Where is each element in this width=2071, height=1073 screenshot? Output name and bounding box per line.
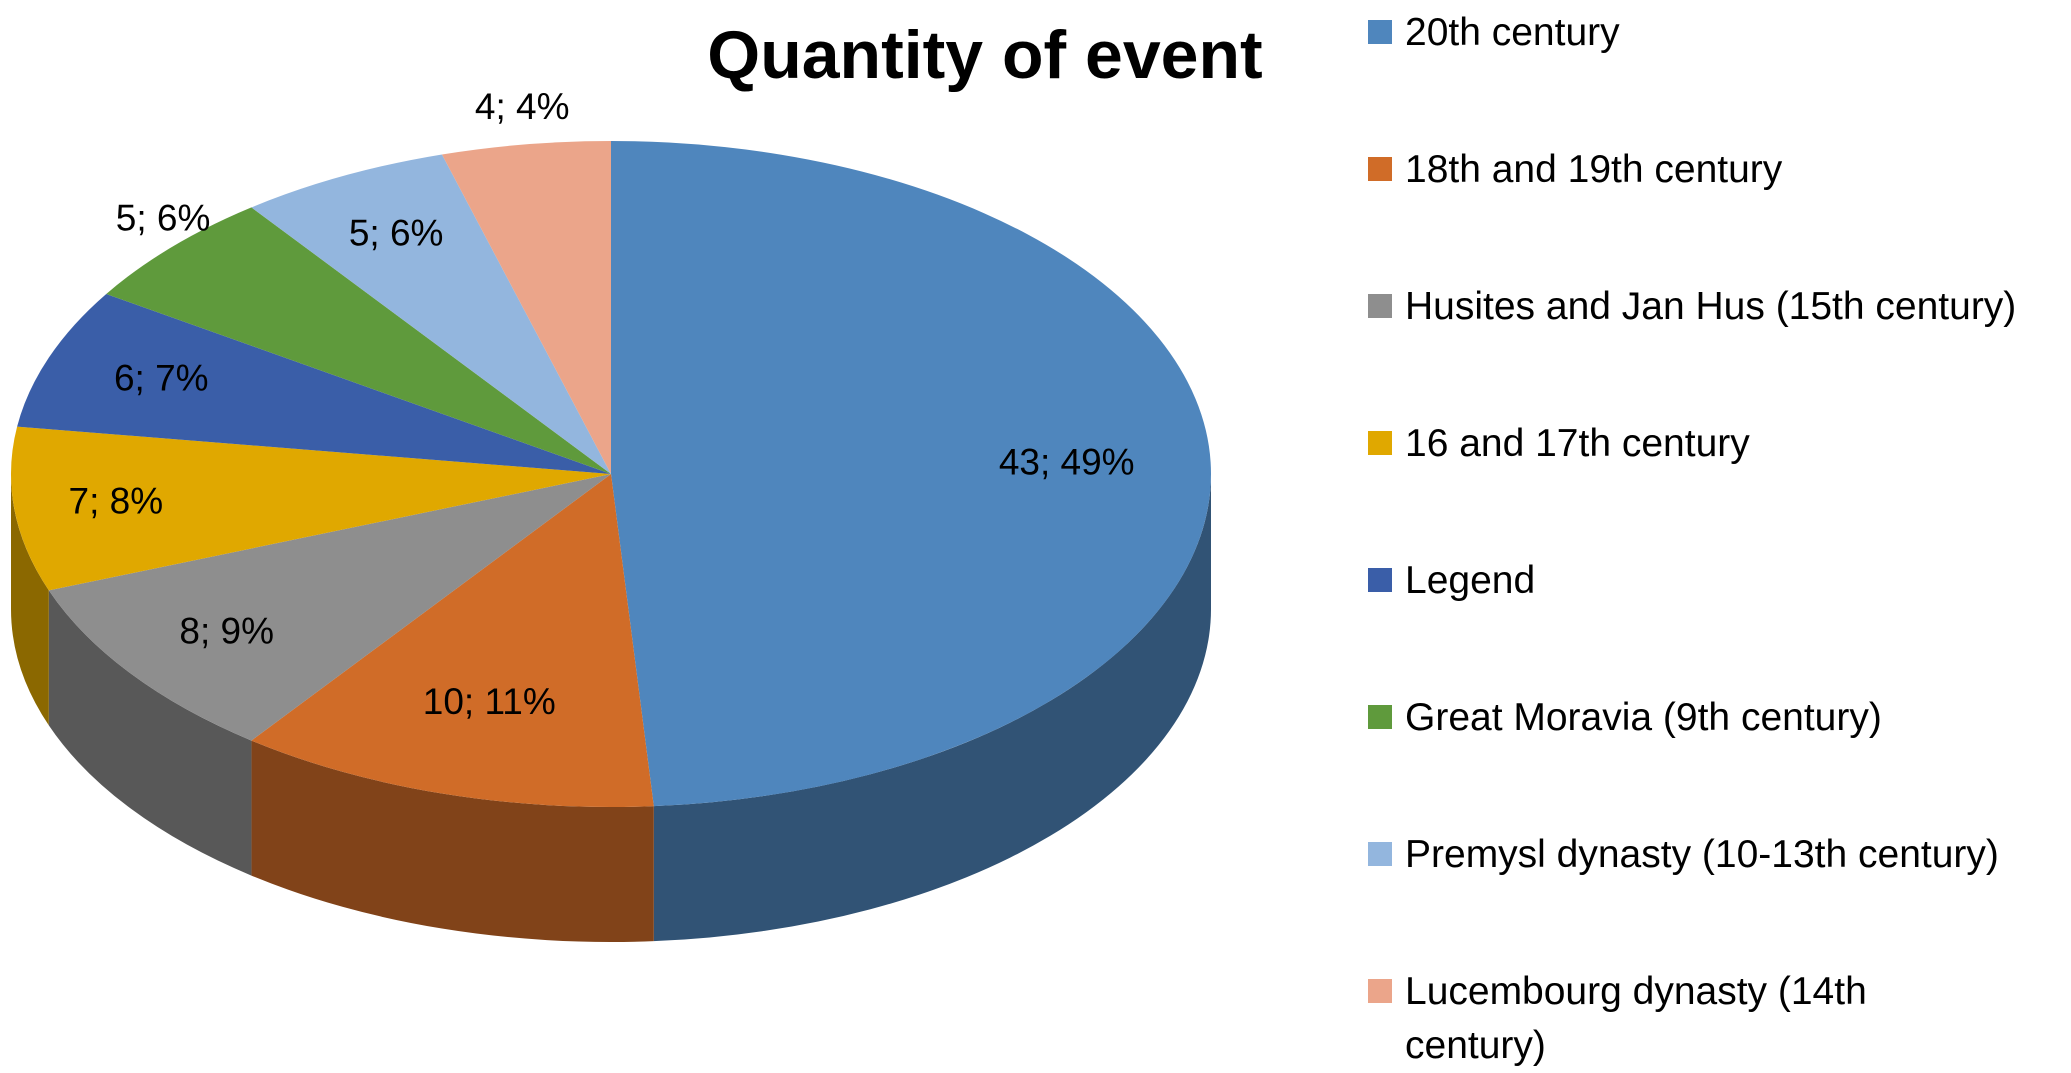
legend-swatch <box>1368 294 1392 318</box>
legend-item: Lucembourg dynasty (14th century) <box>1368 965 1945 1073</box>
legend-label: Husites and Jan Hus (15th century) <box>1405 285 2017 328</box>
pie-slice <box>441 141 611 474</box>
data-label: 5; 6% <box>349 213 444 254</box>
legend-swatch <box>1368 979 1392 1003</box>
legend-swatch <box>1368 842 1392 866</box>
slice-side <box>48 590 252 876</box>
legend-label: Great Moravia (9th century) <box>1405 696 1882 739</box>
legend-label: 16 and 17th century <box>1405 422 1750 465</box>
slice-side <box>11 474 49 726</box>
legend-item: Premysl dynasty (10-13th century) <box>1368 828 1999 882</box>
legend-label: 18th and 19th century <box>1405 148 1783 191</box>
pie-slice <box>611 141 1212 807</box>
data-label: 7; 8% <box>69 480 164 521</box>
legend-swatch <box>1368 20 1392 44</box>
pie-slice <box>48 474 612 741</box>
legend-swatch <box>1368 568 1392 592</box>
data-label: 5; 6% <box>116 197 211 238</box>
chart-title: Quantity of event <box>707 17 1262 93</box>
pie-slice <box>251 474 654 807</box>
legend-item: 20th century <box>1368 6 1620 60</box>
legend-label: Premysl dynasty (10-13th century) <box>1405 833 1999 876</box>
data-label: 10; 11% <box>423 681 556 722</box>
data-label: 8; 9% <box>179 610 274 651</box>
legend-swatch <box>1368 705 1392 729</box>
legend-label: 20th century <box>1405 11 1620 54</box>
pie-labels: 43; 49% 10; 11% 8; 9% 7; 8% 6; 7% 5; 6% 5; 6% 4… <box>69 86 1135 722</box>
data-label: 6; 7% <box>114 358 209 399</box>
pie-sides <box>11 474 1211 943</box>
legend-item: 18th and 19th century <box>1368 143 1782 197</box>
legend-label: Lucembourg dynasty (14th century) <box>1405 970 1867 1067</box>
legend-item: Legend <box>1368 554 1535 608</box>
pie-slice <box>17 293 612 474</box>
legend-swatch <box>1368 431 1392 455</box>
legend-label: Legend <box>1405 559 1536 602</box>
data-label: 43; 49% <box>999 442 1135 483</box>
pie-slice <box>106 207 612 474</box>
slice-side <box>653 474 1211 942</box>
slice-side <box>251 740 654 943</box>
legend-item: Husites and Jan Hus (15th century) <box>1368 280 2016 334</box>
data-label: 4; 4% <box>475 86 570 127</box>
legend-swatch <box>1368 157 1392 181</box>
legend-item: Great Moravia (9th century) <box>1368 691 1882 745</box>
pie-tops <box>10 141 1212 807</box>
legend-item: 16 and 17th century <box>1368 417 1750 471</box>
pie-slice <box>10 426 611 591</box>
pie-slice <box>251 154 611 475</box>
